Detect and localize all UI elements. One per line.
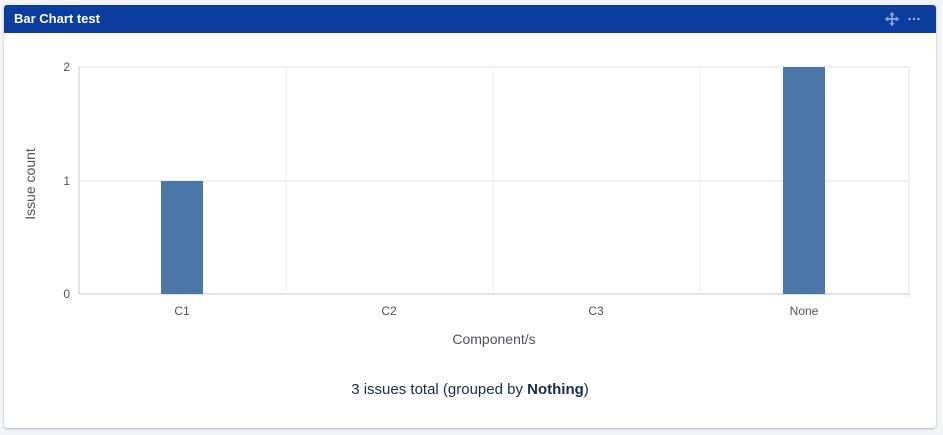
svg-text:2: 2 — [63, 60, 70, 74]
svg-text:Issue count: Issue count — [22, 148, 38, 220]
svg-text:C2: C2 — [381, 304, 397, 318]
svg-text:None: None — [790, 304, 819, 318]
svg-text:0: 0 — [63, 287, 70, 301]
svg-text:Component/s: Component/s — [452, 331, 535, 347]
svg-text:1: 1 — [63, 174, 70, 188]
svg-text:C1: C1 — [174, 304, 190, 318]
svg-text:C3: C3 — [588, 304, 604, 318]
